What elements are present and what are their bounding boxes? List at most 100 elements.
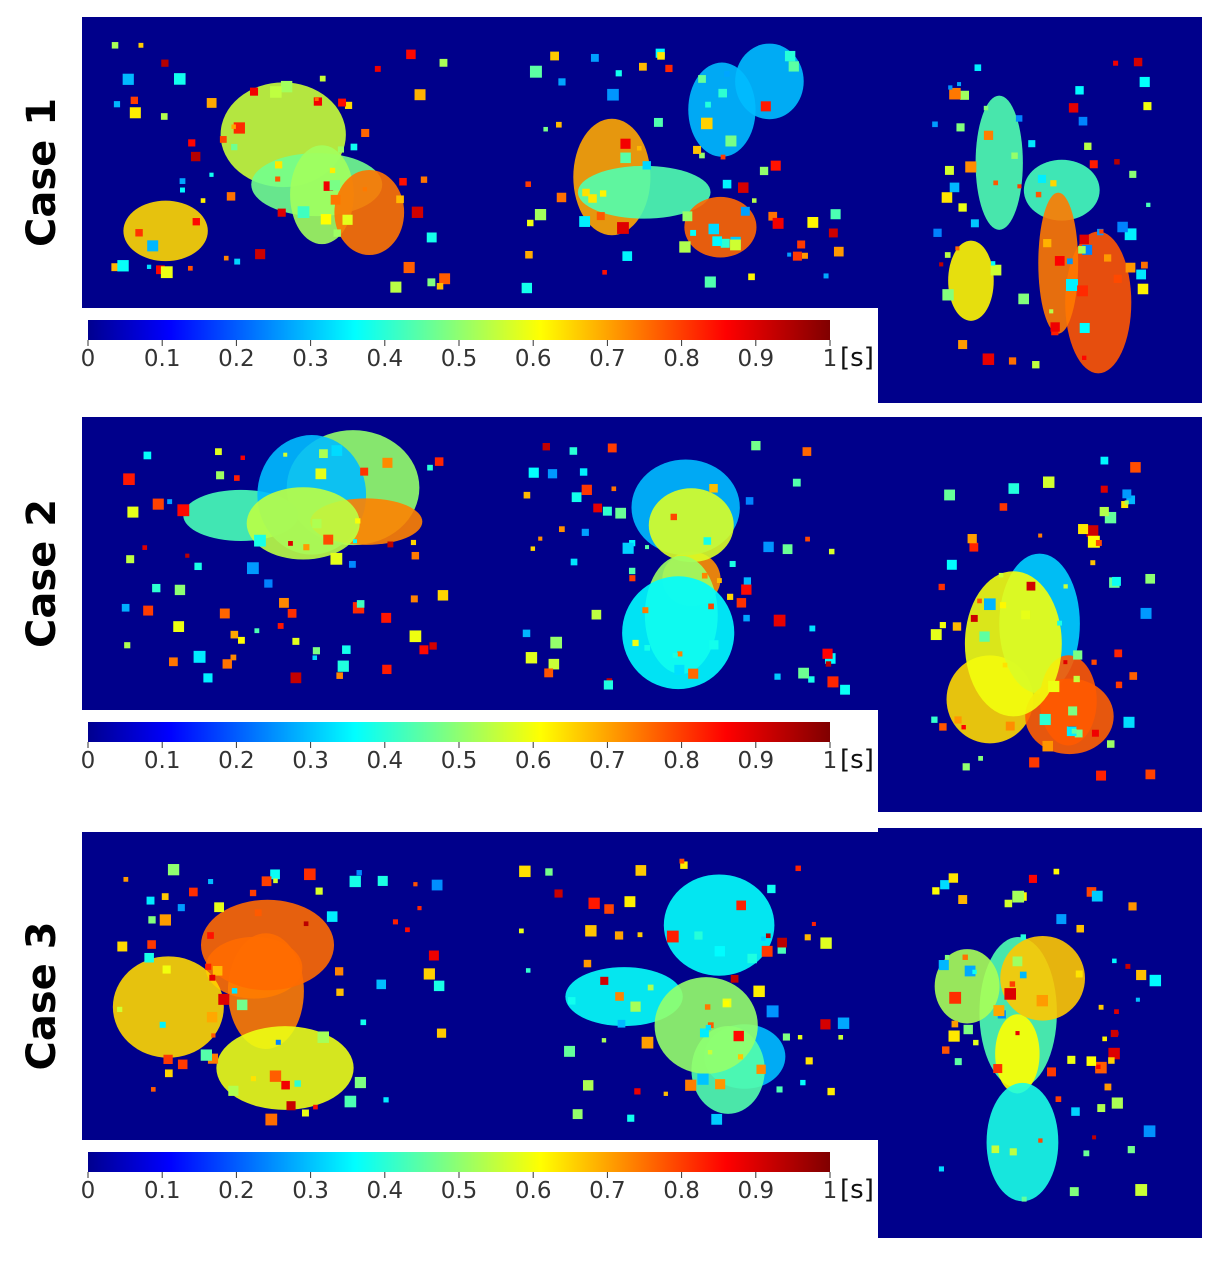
voxel (159, 914, 171, 926)
voxel (777, 945, 786, 954)
voxel (1042, 740, 1053, 752)
colorbar-unit: [s] (840, 1175, 874, 1205)
voxel (593, 503, 603, 513)
voxel (336, 988, 344, 996)
voxel (348, 560, 356, 568)
voxel (991, 1145, 1000, 1154)
tissue-region (112, 956, 224, 1058)
voxel (279, 597, 289, 608)
voxel (288, 541, 293, 546)
voxel (1004, 899, 1013, 908)
voxel (641, 1036, 654, 1049)
voxel (720, 238, 730, 248)
voxel (768, 211, 778, 221)
colorbar-tick-label: 0.8 (663, 1178, 700, 1204)
voxel (931, 716, 938, 723)
voxel (436, 283, 444, 290)
voxel (1071, 728, 1077, 734)
voxel (1124, 500, 1129, 505)
colorbar-tick-label: 0.1 (144, 748, 181, 774)
voxel (151, 1087, 156, 1092)
voxel (1129, 672, 1138, 680)
voxel (148, 916, 156, 924)
voxel (254, 534, 266, 547)
voxel (620, 138, 631, 149)
voxel (312, 647, 320, 655)
voxel (1054, 256, 1065, 266)
voxel (525, 250, 533, 259)
voxel (704, 276, 716, 288)
voxel (374, 65, 381, 72)
voxel (942, 289, 954, 301)
voxel (207, 1053, 219, 1064)
voxel (1071, 1107, 1080, 1116)
voxel (1114, 159, 1120, 165)
voxel (315, 468, 327, 480)
voxel (326, 911, 338, 922)
voxel (1086, 887, 1097, 897)
voxel (410, 539, 417, 546)
voxel (602, 269, 607, 275)
voxel (297, 206, 310, 218)
voxel (319, 75, 326, 82)
voxel (159, 1021, 166, 1028)
voxel (143, 605, 154, 616)
voxel (270, 86, 282, 98)
voxel (622, 542, 634, 554)
voxel (1149, 974, 1162, 987)
voxel (776, 1086, 783, 1093)
voxel (698, 75, 706, 83)
voxel (704, 1004, 711, 1010)
voxel (983, 105, 989, 111)
voxel (203, 673, 213, 683)
voxel (770, 160, 781, 171)
voxel (294, 1080, 301, 1087)
voxel (1146, 202, 1151, 208)
voxel (156, 265, 165, 275)
voxel (1056, 914, 1067, 925)
voxel (1123, 716, 1135, 728)
voxel (828, 548, 835, 555)
voxel (206, 98, 217, 108)
voxel (585, 925, 597, 937)
voxel (1078, 524, 1089, 535)
voxel (190, 151, 201, 162)
colorbar-tick-label: 1 (823, 1178, 838, 1204)
voxel (800, 1079, 806, 1086)
voxel (360, 467, 369, 476)
voxel (588, 897, 600, 909)
voxel (767, 884, 776, 894)
voxel (1021, 610, 1031, 620)
voxel (254, 628, 260, 634)
voxel (1128, 902, 1137, 911)
voxel (337, 660, 349, 672)
voxel (1063, 660, 1068, 665)
voxel (269, 1070, 282, 1082)
voxel (1011, 152, 1018, 159)
voxel (337, 146, 344, 153)
voxel (1009, 1148, 1017, 1156)
voxel (777, 937, 787, 948)
voxel (1097, 1104, 1106, 1113)
voxel (124, 642, 131, 649)
voxel (939, 723, 947, 731)
voxel (1037, 174, 1047, 183)
voxel (1125, 262, 1136, 273)
voxel (666, 930, 679, 943)
voxel (333, 229, 341, 237)
tissue-region (688, 62, 756, 157)
voxel (290, 672, 302, 684)
tissue-region (934, 949, 1000, 1024)
voxel (250, 1076, 256, 1082)
voxel (387, 541, 394, 548)
voxel (663, 1091, 668, 1096)
voxel (231, 143, 238, 151)
voxel (707, 1050, 713, 1055)
colorbar-tick-label: 0.2 (218, 346, 255, 372)
voxel (344, 1095, 357, 1108)
voxel (1043, 476, 1055, 488)
voxel (962, 954, 968, 960)
voxel (1130, 462, 1141, 473)
voxel (998, 572, 1004, 578)
voxel (1009, 981, 1016, 987)
